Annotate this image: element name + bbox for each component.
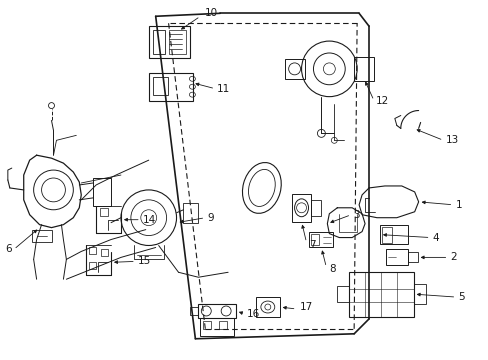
Text: 10: 10	[205, 8, 218, 18]
Bar	[413, 284, 425, 304]
Bar	[89, 262, 96, 269]
Bar	[168, 30, 186, 54]
Bar	[311, 200, 321, 216]
Bar	[198, 304, 236, 318]
Text: 17: 17	[299, 302, 312, 312]
Bar	[219, 321, 226, 329]
Text: 6: 6	[5, 244, 12, 255]
Bar	[203, 321, 211, 329]
Text: 13: 13	[445, 135, 458, 145]
Bar	[337, 286, 348, 302]
Text: 3: 3	[352, 210, 359, 220]
Bar	[148, 73, 193, 100]
Bar	[32, 230, 51, 242]
Bar	[291, 194, 311, 222]
Text: 12: 12	[375, 96, 388, 105]
Bar	[101, 249, 108, 256]
Bar	[183, 203, 198, 223]
Bar	[407, 252, 417, 262]
Bar	[148, 26, 190, 58]
Bar	[348, 272, 413, 317]
Bar	[353, 57, 373, 81]
Bar	[152, 77, 167, 95]
Bar	[381, 227, 391, 243]
Text: 14: 14	[142, 215, 156, 225]
Text: 7: 7	[309, 240, 315, 251]
Bar	[200, 318, 234, 336]
Text: 5: 5	[457, 292, 464, 302]
Text: 1: 1	[454, 200, 461, 210]
Text: 2: 2	[449, 252, 456, 262]
Text: 16: 16	[246, 309, 260, 319]
Bar	[152, 30, 164, 54]
Bar	[284, 59, 304, 79]
Text: 9: 9	[207, 213, 213, 223]
Bar	[311, 234, 319, 246]
Bar	[255, 297, 279, 317]
Bar	[89, 247, 96, 255]
Bar	[93, 178, 111, 206]
Text: 11: 11	[217, 84, 230, 94]
Text: 8: 8	[328, 264, 335, 274]
Bar	[190, 307, 198, 315]
Bar	[309, 231, 333, 247]
Bar	[379, 225, 407, 244]
Text: 4: 4	[432, 233, 438, 243]
Text: 15: 15	[138, 256, 151, 266]
Bar	[385, 249, 407, 265]
Bar	[100, 208, 108, 216]
